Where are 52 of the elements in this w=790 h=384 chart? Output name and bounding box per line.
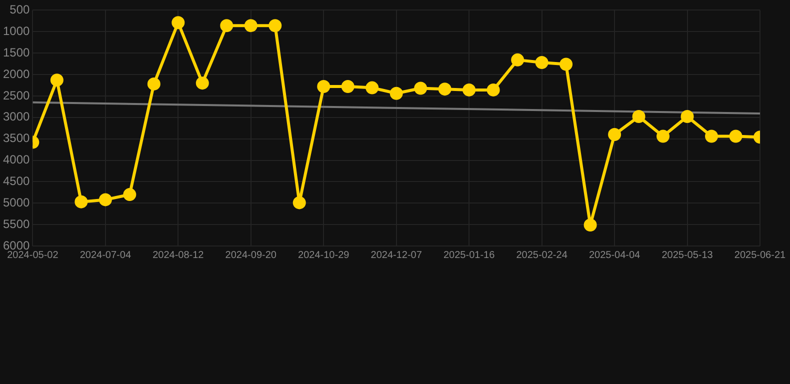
x-tick-label: 2025-06-21 — [734, 250, 786, 261]
y-tick-label: 6000 — [2, 238, 30, 252]
point — [268, 19, 282, 32]
x-tick-label: 2025-04-04 — [588, 250, 641, 261]
y-tick-label: 2500 — [2, 88, 30, 102]
y-tick-label: 1000 — [2, 24, 30, 38]
point — [366, 81, 379, 94]
point — [317, 80, 330, 94]
point — [729, 130, 742, 143]
point — [292, 196, 306, 210]
point — [608, 128, 622, 142]
x-tick-label: 2024-08-12 — [152, 250, 204, 261]
point — [172, 16, 185, 30]
point — [511, 53, 524, 66]
point — [74, 195, 88, 208]
point — [486, 83, 500, 96]
y-tick-label: 4000 — [2, 152, 30, 167]
point — [50, 74, 64, 87]
point — [244, 19, 258, 32]
x-tick-label: 2024-07-04 — [80, 250, 132, 261]
point — [220, 19, 234, 32]
point — [147, 77, 160, 90]
point — [98, 193, 112, 206]
x-tick-label: 2024-12-07 — [370, 250, 422, 261]
point — [560, 58, 573, 71]
point — [535, 56, 548, 70]
x-tick-label: 2025-02-24 — [516, 250, 568, 261]
x-tick-label: 2025-05-13 — [662, 250, 714, 261]
x-tick-label: 2024-09-20 — [225, 250, 277, 261]
point — [438, 82, 452, 96]
y-tick-label: 4500 — [2, 174, 30, 188]
x-tick-label: 2025-01-16 — [444, 250, 496, 261]
point — [632, 110, 646, 124]
point — [705, 130, 718, 143]
y-tick-label: 5000 — [2, 195, 30, 210]
point — [414, 82, 428, 95]
point — [584, 218, 597, 232]
y-tick-label: 3000 — [2, 110, 30, 124]
y-tick-label: 3500 — [2, 131, 30, 146]
x-tick-label: 2024-10-29 — [298, 250, 350, 261]
point — [462, 83, 476, 96]
point — [341, 80, 354, 94]
x-tick-label: 2024-05-02 — [7, 250, 59, 261]
y-tick-label: 5500 — [2, 216, 30, 231]
point — [196, 76, 209, 90]
point — [680, 110, 694, 124]
y-tick-label: 500 — [10, 2, 30, 17]
point — [123, 188, 136, 202]
point — [390, 86, 403, 100]
point — [656, 130, 670, 143]
y-tick-label: 2000 — [2, 66, 30, 81]
y-tick-label: 1500 — [2, 45, 30, 60]
